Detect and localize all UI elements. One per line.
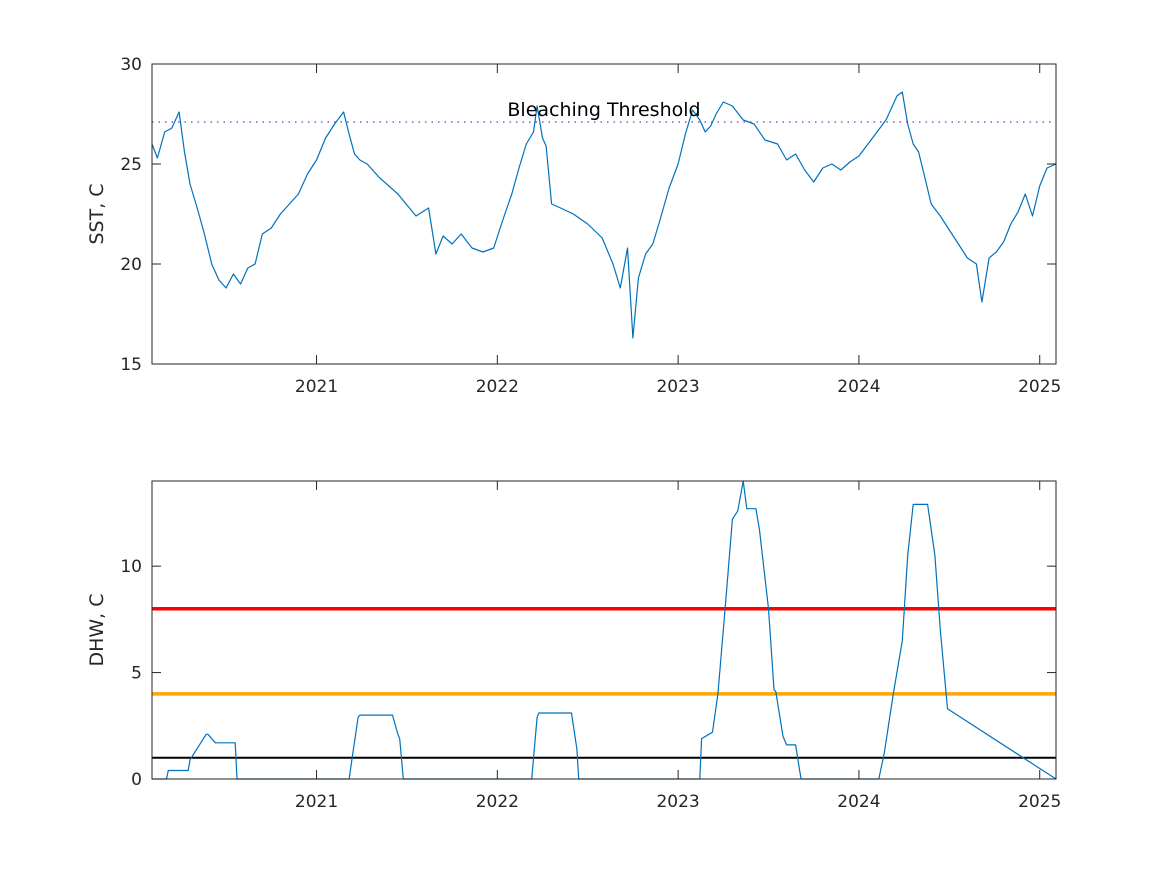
sst-y-tick-label: 30 <box>120 55 142 75</box>
dhw-x-tick-label: 2023 <box>656 792 699 812</box>
sst-y-tick-label: 25 <box>120 155 142 175</box>
dhw-plot-area <box>152 481 1056 779</box>
sst-x-tick-label: 2023 <box>656 377 699 397</box>
sst-y-tick-label: 20 <box>120 255 142 275</box>
sst-x-tick-label: 2025 <box>1018 377 1061 397</box>
sst-y-tick-label: 15 <box>120 355 142 375</box>
dhw-panel: 2021 2022 2023 2024 2025 0 5 10 DHW, C <box>86 480 1061 812</box>
sst-series-line <box>151 91 1057 339</box>
dhw-marks <box>152 480 1057 780</box>
dhw-x-tick-label: 2025 <box>1018 792 1061 812</box>
bleaching-threshold-label: Bleaching Threshold <box>507 99 700 121</box>
dhw-x-tick-label: 2021 <box>295 792 338 812</box>
sst-x-tick-label: 2021 <box>295 377 338 397</box>
dhw-y-tick-label: 5 <box>131 664 142 684</box>
sst-plot-area <box>152 64 1056 364</box>
dhw-y-axis-label: DHW, C <box>86 593 108 666</box>
dhw-y-tick-label: 10 <box>120 557 142 577</box>
dhw-y-tick-label: 0 <box>131 770 142 790</box>
sst-x-tick-label: 2022 <box>476 377 519 397</box>
sst-y-axis-label: SST, C <box>86 183 108 244</box>
dhw-axes-box <box>151 480 1057 780</box>
dhw-x-tick-label: 2024 <box>837 792 880 812</box>
dhw-series-line <box>152 480 1057 780</box>
sst-marks <box>151 91 1057 339</box>
sst-x-tick-label: 2024 <box>837 377 880 397</box>
sst-axes-box <box>151 63 1057 365</box>
dhw-x-tick-label: 2022 <box>476 792 519 812</box>
dhw-ticks: 2021 2022 2023 2024 2025 0 5 10 <box>120 481 1061 812</box>
